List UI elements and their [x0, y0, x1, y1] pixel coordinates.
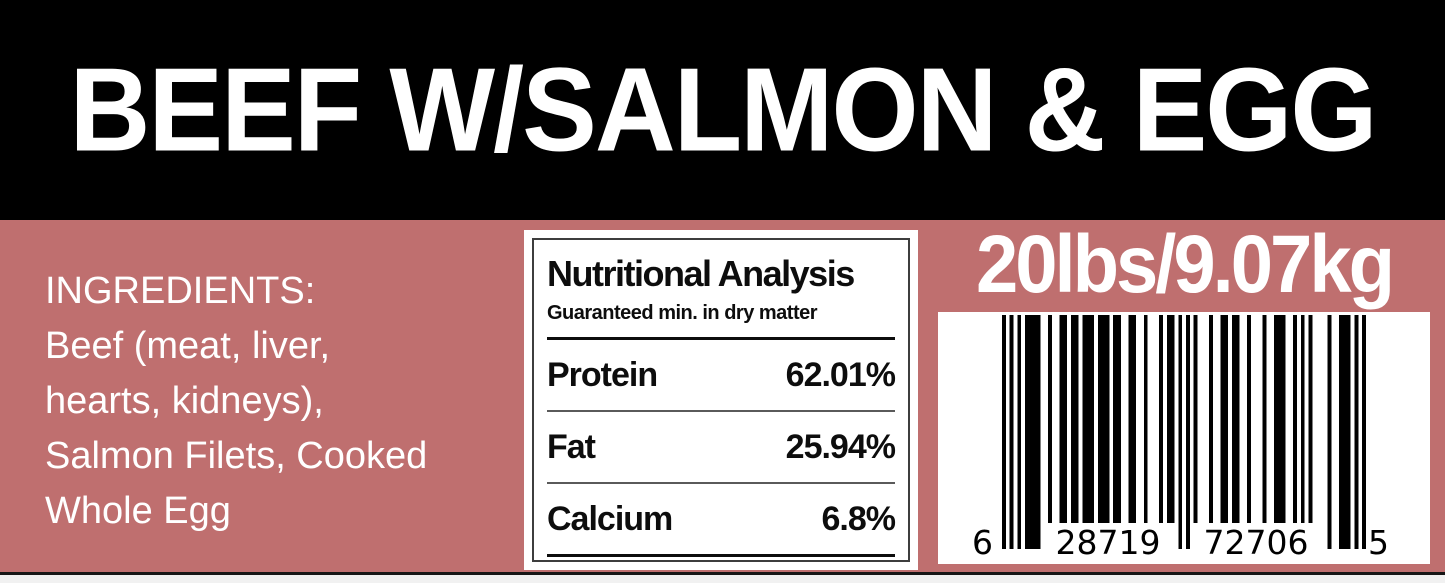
background-strip — [0, 575, 1445, 583]
barcode-digit-first: 6 — [972, 523, 993, 562]
nutrition-subtitle: Guaranteed min. in dry matter — [547, 301, 818, 324]
nutrient-name: Calcium — [547, 499, 673, 538]
label-bottom-edge — [0, 572, 1445, 575]
product-title: BEEF W/SALMON & EGG — [69, 43, 1378, 176]
label-body: INGREDIENTS: Beef (meat, liver, hearts, … — [0, 220, 1445, 573]
weight-text: 20lbs/9.07kg — [975, 218, 1395, 311]
nutrition-title: Nutritional Analysis — [547, 253, 855, 294]
divider-thick-top — [547, 336, 895, 340]
barcode-digit-last: 5 — [1368, 523, 1389, 562]
divider-thin — [547, 409, 895, 412]
ingredients-text: INGREDIENTS: Beef (meat, liver, hearts, … — [45, 270, 428, 532]
nutrient-value: 62.01% — [785, 355, 896, 394]
barcode-bars — [1002, 315, 1366, 549]
nutrition-row-calcium: Calcium 6.8% — [547, 484, 896, 554]
barcode: 6 28719 72706 5 — [938, 312, 1430, 564]
nutrition-inner-border: Nutritional Analysis Guaranteed min. in … — [532, 238, 910, 562]
nutrient-value: 25.94% — [785, 427, 896, 466]
nutrition-row-fat: Fat 25.94% — [547, 412, 896, 482]
nutrient-name: Fat — [547, 427, 596, 466]
header-band: BEEF W/SALMON & EGG — [0, 0, 1445, 220]
nutrient-value: 6.8% — [821, 499, 896, 538]
nutrition-panel: Nutritional Analysis Guaranteed min. in … — [524, 230, 918, 570]
barcode-digit-left-group: 28719 — [1055, 523, 1161, 562]
barcode-digit-right-group: 72706 — [1203, 523, 1309, 562]
nutrition-row-protein: Protein 62.01% — [547, 340, 896, 410]
divider-thick-bottom — [547, 553, 895, 557]
divider-thin — [547, 481, 895, 484]
nutrient-name: Protein — [547, 355, 658, 394]
